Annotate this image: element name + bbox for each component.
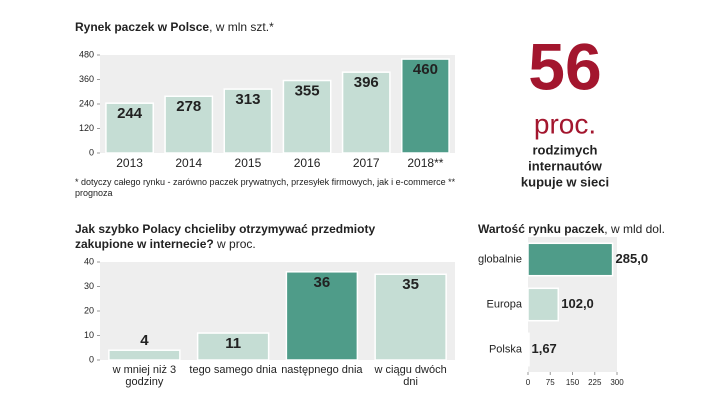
value-label: 11 [225,335,241,352]
bar [527,242,614,277]
y-tick-label: globalnie [478,253,522,265]
y-tick-label: Polska [489,343,523,355]
x-tick-label: w mniej niż 3 godziny [112,364,177,388]
stat-unit: proc. [534,108,596,139]
y-tick-label: 360 [79,74,94,84]
value-label: 396 [354,74,379,91]
bar [374,273,447,361]
x-tick-label: 2014 [175,156,203,170]
chart-title: Rynek paczek w Polsce, w mln szt.* [75,20,475,35]
bar [527,332,530,367]
y-tick-label: 10 [84,330,94,340]
bar [341,71,391,154]
note: * dotyczy całego rynku - zarówno paczek … [75,177,456,198]
value-label: 35 [402,276,419,293]
value-label: 36 [314,274,331,291]
y-tick-label: Europa [487,298,523,310]
x-tick-label: 2017 [352,156,380,170]
stat-value: 56 [528,29,601,103]
title: Jak szybko Polacy chcieliby otrzymywać p… [75,222,376,251]
bar [282,79,332,154]
x-tick-label: 0 [526,378,531,387]
y-tick-label: 40 [84,256,94,266]
y-tick-label: 0 [89,147,94,157]
x-tick-label: w ciągu dwóch dni [374,364,447,388]
subtitle: , w mld dol. [604,222,665,236]
value-label: 278 [176,98,201,115]
x-tick-label: 2015 [234,156,262,170]
bar [196,332,270,361]
x-tick-label: 300 [610,378,624,387]
subtitle: , w mln szt.* [209,20,274,34]
subtitle: w proc. [213,237,256,251]
y-tick-label: 120 [79,123,94,133]
y-tick-label: 480 [79,49,94,59]
title: Rynek paczek w Polsce [75,20,210,34]
value-label: 355 [295,82,320,99]
value-label: 1,67 [531,341,556,356]
x-tick-label: 75 [546,378,555,387]
stat-text: internautów [528,158,603,173]
bar [527,287,560,322]
chart-title: Wartość rynku paczek, w mld dol. [478,222,718,237]
stat-text: rodzimych [532,142,597,157]
chart-title: Jak szybko Polacy chcieliby otrzymywać p… [75,222,420,252]
stat-text: kupuje w sieci [521,174,609,189]
y-tick-label: 20 [84,305,94,315]
value-label: 244 [117,105,143,122]
x-tick-label: tego samego dnia [189,364,277,376]
bar [223,88,273,154]
y-tick-label: 0 [89,354,94,364]
bar [401,58,450,154]
bar [108,349,181,361]
value-label: 313 [235,91,260,108]
value-label: 285,0 [616,251,649,266]
x-tick-label: 150 [566,378,580,387]
value-label: 4 [140,332,149,349]
value-label: 102,0 [561,296,594,311]
x-tick-label: 225 [588,378,602,387]
bar [285,271,359,361]
plot-background [100,55,455,153]
y-tick-label: 30 [84,281,94,291]
title: Wartość rynku paczek [478,222,605,236]
y-tick-label: 240 [79,98,94,108]
x-tick-label: następnego dnia [281,364,363,376]
bar [105,102,154,154]
x-tick-label: 2018** [407,156,444,170]
x-tick-label: 2016 [293,156,321,170]
x-tick-label: 2013 [116,156,143,170]
bar [164,95,214,154]
value-label: 460 [413,61,438,78]
